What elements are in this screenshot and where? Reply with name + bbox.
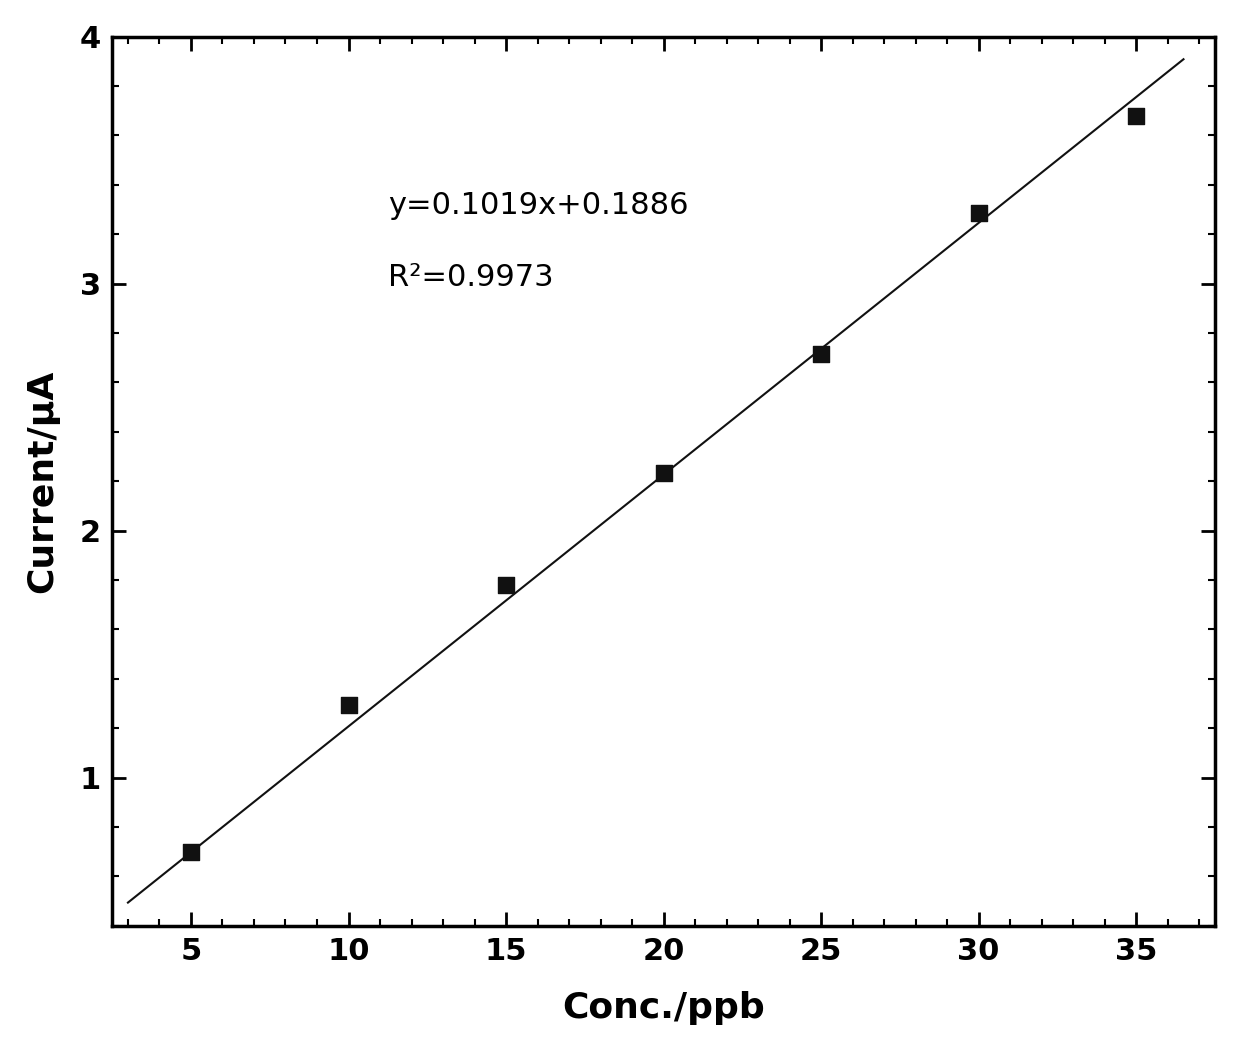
Point — [1126, 107, 1146, 124]
Point — [496, 576, 516, 593]
Y-axis label: Current/μA: Current/μA — [25, 370, 60, 593]
Point — [181, 844, 201, 861]
Point — [811, 345, 831, 362]
Point — [968, 205, 988, 222]
X-axis label: Conc./ppb: Conc./ppb — [562, 991, 765, 1025]
Point — [653, 464, 673, 481]
Text: y=0.1019x+0.1886: y=0.1019x+0.1886 — [388, 191, 688, 220]
Text: R²=0.9973: R²=0.9973 — [388, 262, 553, 292]
Point — [339, 696, 358, 713]
